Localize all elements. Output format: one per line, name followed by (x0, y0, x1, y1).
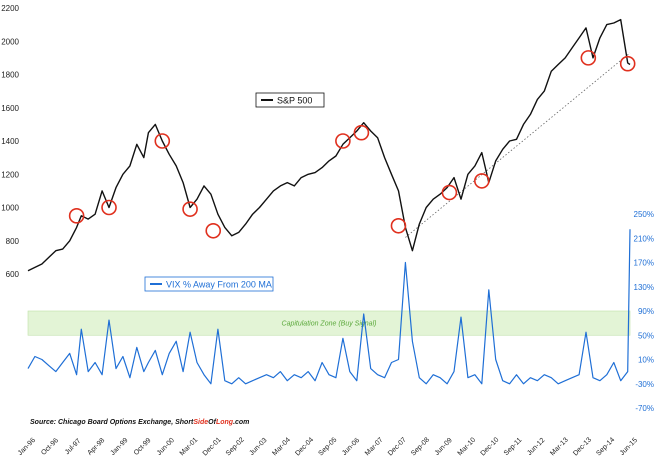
capitulation-zone-label: Capitulation Zone (Buy Signal) (282, 321, 377, 328)
left-tick-label: 1400 (1, 137, 19, 146)
right-axis-ticks: -70% -30% 10% 50% 90% 130% 170% 210% 250% (634, 210, 654, 413)
right-tick-label: 10% (638, 356, 654, 365)
buy-signal-circle (580, 50, 597, 66)
source-text: Source: Chicago Board Options Exchange, (30, 419, 175, 426)
left-tick-label: 2000 (1, 37, 19, 46)
left-tick-label: 1200 (1, 170, 19, 179)
buy-signal-circle (353, 124, 370, 141)
buy-signal-circle (441, 184, 458, 201)
left-tick-label: 1600 (1, 104, 19, 113)
source-brand-side: Side (193, 419, 208, 426)
left-tick-label: 2200 (1, 4, 19, 13)
buy-signal-circle (619, 55, 636, 72)
left-axis-ticks: 600 800 1000 1200 1400 1600 1800 2000 2200 (1, 4, 19, 279)
source-brand-long: Long (216, 419, 234, 426)
buy-signal-circle (474, 173, 490, 189)
vix-line (27, 229, 631, 385)
buy-signal-circle (390, 217, 407, 234)
legend-sp500-label: S&P 500 (277, 96, 312, 106)
source-brand-com: .com (233, 419, 249, 426)
right-tick-label: 90% (638, 307, 654, 316)
right-tick-label: 50% (638, 331, 654, 340)
right-tick-label: -30% (635, 380, 654, 389)
right-tick-label: 170% (634, 259, 654, 268)
buy-signal-circle (205, 222, 222, 239)
legend-sp500: S&P 500 (255, 92, 325, 108)
support-trendline (405, 52, 631, 238)
source-brand-of: Of (208, 419, 216, 426)
right-tick-label: 210% (634, 234, 654, 243)
buy-signal-circle (154, 133, 171, 149)
buy-signal-circle (68, 208, 85, 224)
buy-signal-circle (335, 133, 351, 149)
right-tick-label: 250% (634, 210, 654, 219)
series-lines (27, 18, 631, 385)
sp500-line (27, 18, 631, 272)
left-tick-label: 1800 (1, 71, 19, 80)
legend-vix-label: VIX % Away From 200 MA (166, 280, 272, 290)
left-tick-label: 800 (6, 237, 20, 246)
source-brand-short: Short (175, 419, 194, 426)
right-tick-label: 130% (634, 283, 654, 292)
buy-signal-circle (101, 199, 117, 216)
legend-vix: VIX % Away From 200 MA (144, 276, 274, 292)
right-tick-label: -70% (635, 404, 654, 413)
left-tick-label: 1000 (1, 204, 19, 213)
buy-signal-circles (68, 50, 636, 239)
left-tick-label: 600 (6, 270, 20, 279)
capitulation-zone-band (27, 310, 631, 336)
source-note: Source: Chicago Board Options Exchange, … (30, 419, 249, 426)
buy-signal-circle (182, 201, 198, 217)
